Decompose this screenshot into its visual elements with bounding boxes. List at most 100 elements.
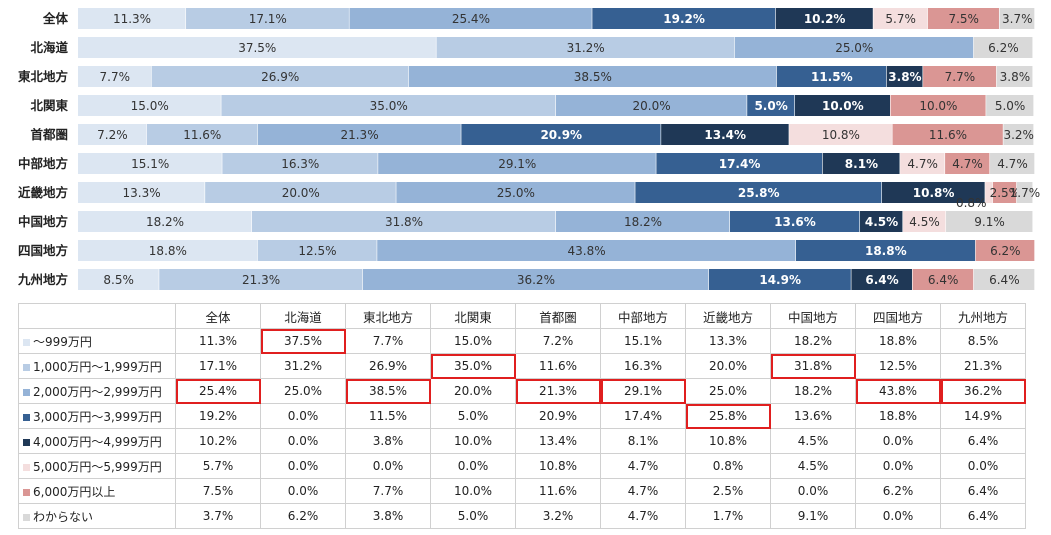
table-cell: 35.0% — [430, 353, 516, 379]
data-label: 4.7% — [907, 157, 938, 171]
bar-segment-4 — [886, 66, 923, 87]
table-cell: 4.7% — [600, 478, 686, 504]
table-cell: 43.8% — [855, 378, 941, 404]
data-label: 31.2% — [567, 41, 605, 55]
bar-segment-0 — [78, 95, 221, 116]
bar-segment-2 — [378, 153, 656, 174]
table-cell: 4.7% — [600, 503, 686, 529]
table-cell: 17.4% — [600, 403, 686, 429]
data-label: 26.9% — [261, 70, 299, 84]
legend-color-key — [23, 513, 30, 521]
table-cell: 0.0% — [855, 453, 941, 479]
table-cell: 0.0% — [260, 453, 346, 479]
table-cell: 3.8% — [345, 428, 431, 454]
table-row-header: 5,000万円〜5,999万円 — [18, 453, 176, 479]
data-label: 7.2% — [97, 128, 128, 142]
bar-segment-4 — [795, 95, 890, 116]
table-cell: 18.2% — [770, 328, 856, 354]
data-label: 13.3% — [123, 186, 161, 200]
data-label: 16.3% — [281, 157, 319, 171]
table-cell: 31.2% — [260, 353, 346, 379]
bar-segment-6 — [912, 269, 974, 290]
bar-segment-2 — [734, 37, 974, 58]
legend-color-key — [23, 388, 30, 396]
table-cell: 6.4% — [940, 478, 1026, 504]
category-label: 四国地方 — [18, 243, 68, 258]
bar-segment-3 — [795, 240, 976, 261]
bar-segment-5 — [903, 211, 946, 232]
category-label: 東北地方 — [18, 69, 68, 84]
table-cell: 6.4% — [940, 503, 1026, 529]
bar-segment-2 — [396, 182, 635, 203]
bar-segment-4 — [661, 124, 789, 145]
data-label: 4.7% — [997, 157, 1028, 171]
data-label: 7.7% — [945, 70, 976, 84]
table-column-header: 北海道 — [260, 303, 346, 329]
bar-segment-0 — [78, 37, 436, 58]
table-cell: 0.0% — [260, 428, 346, 454]
table-cell: 14.9% — [940, 403, 1026, 429]
data-label: 43.8% — [568, 244, 606, 258]
table-cell: 20.0% — [685, 353, 771, 379]
bar-segment-7 — [973, 269, 1035, 290]
bar-segment-0 — [78, 182, 205, 203]
table-cell: 0.0% — [260, 478, 346, 504]
table-cell: 0.0% — [345, 453, 431, 479]
table-cell: 18.8% — [855, 328, 941, 354]
legend-label: 1,000万円〜1,999万円 — [33, 359, 162, 374]
bar-segment-7 — [999, 8, 1035, 29]
data-label: 7.7% — [100, 70, 131, 84]
table-cell: 0.0% — [855, 503, 941, 529]
table-cell: 25.0% — [685, 378, 771, 404]
bar-segment-1 — [205, 182, 396, 203]
category-label: 北関東 — [30, 98, 68, 113]
table-column-header: 全体 — [175, 303, 261, 329]
table-cell: 25.0% — [260, 378, 346, 404]
bar-segment-1 — [159, 269, 363, 290]
legend-label: 5,000万円〜5,999万円 — [33, 459, 162, 474]
data-label: 18.8% — [865, 244, 907, 258]
bar-segment-4 — [775, 8, 873, 29]
legend-label: 6,000万円以上 — [33, 484, 116, 499]
table-column-header: 東北地方 — [345, 303, 431, 329]
data-label: 4.5% — [909, 215, 940, 229]
data-label: 3.8% — [888, 70, 921, 84]
table-cell: 13.4% — [515, 428, 601, 454]
data-label: 4.5% — [865, 215, 898, 229]
data-label: 11.6% — [929, 128, 967, 142]
table-cell: 0.0% — [770, 478, 856, 504]
data-label: 11.3% — [113, 12, 151, 26]
table-row-header: 2,000万円〜2,999万円 — [18, 378, 176, 404]
table-cell: 18.2% — [770, 378, 856, 404]
bar-segment-6 — [992, 182, 1017, 203]
table-cell: 4.5% — [770, 453, 856, 479]
data-label: 36.2% — [517, 273, 555, 287]
data-label: 20.9% — [540, 128, 582, 142]
table-cell: 13.3% — [685, 328, 771, 354]
table-cell: 36.2% — [940, 378, 1026, 404]
table-cell: 21.3% — [940, 353, 1026, 379]
bar-segment-7 — [990, 153, 1035, 174]
data-label: 6.4% — [865, 273, 898, 287]
bar-segment-3 — [708, 269, 851, 290]
data-table: 全体 北海道 東北地方 北関東 首都圏 中部地方 近畿地方 中国地方 四国地方 九州地方 〜999… — [18, 303, 1026, 529]
data-label: 15.0% — [131, 99, 169, 113]
data-label: 13.4% — [704, 128, 746, 142]
table-corner-cell — [18, 303, 176, 329]
bar-segment-5 — [873, 8, 928, 29]
bar-segment-1 — [146, 124, 258, 145]
table-cell: 11.6% — [515, 353, 601, 379]
table-row-header: 4,000万円〜4,999万円 — [18, 428, 176, 454]
data-label: 6.4% — [989, 273, 1020, 287]
table-cell: 15.0% — [430, 328, 516, 354]
table-cell: 3.2% — [515, 503, 601, 529]
table-cell: 7.7% — [345, 478, 431, 504]
table-cell: 10.0% — [430, 478, 516, 504]
table-cell: 31.8% — [770, 353, 856, 379]
table-cell: 10.0% — [430, 428, 516, 454]
table-cell: 4.5% — [770, 428, 856, 454]
bar-segment-4 — [860, 211, 903, 232]
bar-segment-0 — [78, 269, 159, 290]
legend-label: わからない — [33, 509, 94, 524]
data-label: 25.0% — [497, 186, 535, 200]
